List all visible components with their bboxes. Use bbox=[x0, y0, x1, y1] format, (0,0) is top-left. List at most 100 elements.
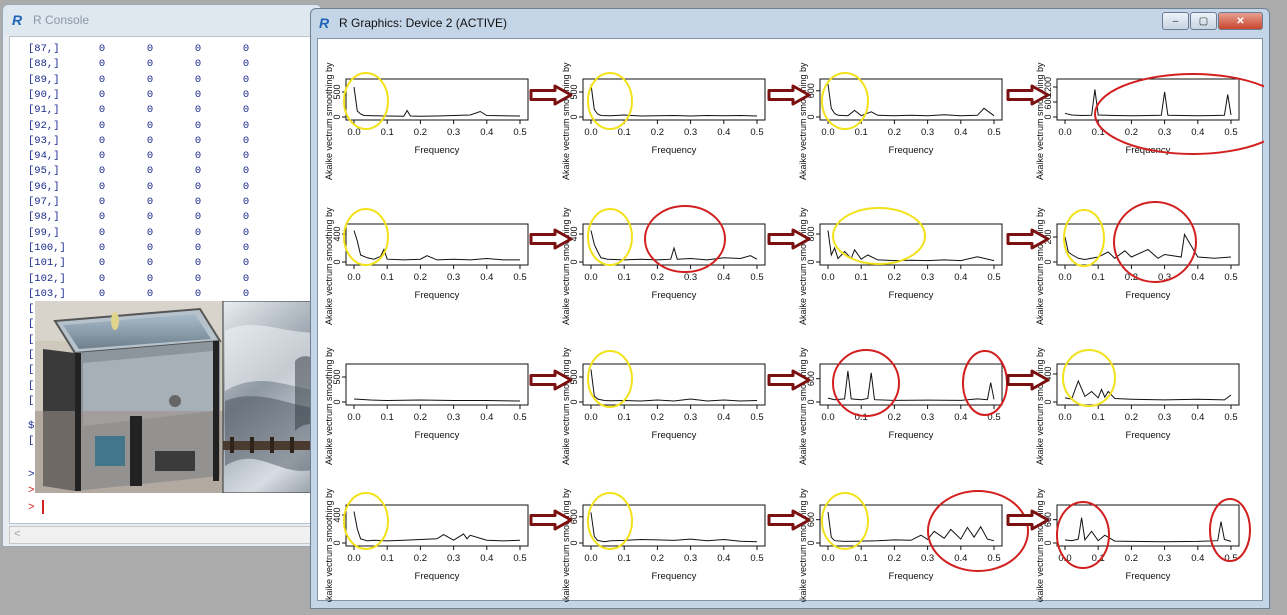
x-tick-label: 0.1 bbox=[1092, 272, 1105, 283]
y-axis-label: Akaike vectrum smoothing by bbox=[798, 62, 808, 180]
y-tick-label: 0 bbox=[569, 399, 579, 404]
x-tick-label: 0.2 bbox=[1125, 412, 1138, 423]
console-prompt: > bbox=[28, 502, 35, 514]
highlight-ellipse-yellow bbox=[587, 492, 633, 550]
cell-value: 0 bbox=[146, 119, 154, 132]
y-tick-label: 600 bbox=[569, 509, 579, 524]
x-axis-label: Frequency bbox=[889, 290, 934, 301]
highlight-ellipse-red bbox=[1056, 501, 1110, 569]
x-tick-label: 0.2 bbox=[651, 553, 664, 564]
y-tick-label: 800 bbox=[806, 226, 816, 241]
row-index: [94,] bbox=[28, 150, 60, 163]
y-tick-label: 0 bbox=[1043, 114, 1053, 119]
x-tick-label: 0.3 bbox=[447, 553, 460, 564]
cell-value: 0 bbox=[98, 226, 106, 239]
x-tick-label: 0.3 bbox=[921, 553, 934, 564]
highlight-ellipse-yellow bbox=[587, 350, 633, 408]
window-controls: ‒ ▢ ✕ bbox=[1162, 12, 1263, 30]
row-index: [92,] bbox=[28, 119, 60, 132]
arrow-icon bbox=[1006, 228, 1050, 250]
x-tick-label: 0.0 bbox=[584, 412, 597, 423]
scroll-left-icon[interactable]: < bbox=[14, 528, 21, 540]
console-row: [96,] 0 0 0 0 bbox=[28, 181, 270, 196]
cell-value: 0 bbox=[242, 73, 250, 86]
text-cursor bbox=[42, 500, 44, 514]
y-axis-label: Akaike vectrum smoothing by bbox=[798, 347, 808, 465]
x-tick-label: 0.4 bbox=[1191, 272, 1204, 283]
x-tick-label: 0.3 bbox=[684, 127, 697, 138]
x-tick-label: 0.1 bbox=[381, 412, 394, 423]
cell-value: 0 bbox=[98, 119, 106, 132]
y-axis-label: Akaike vectrum smoothing by bbox=[561, 62, 571, 180]
x-tick-label: 0.5 bbox=[1224, 272, 1237, 283]
console-titlebar[interactable]: R R Console bbox=[3, 5, 321, 35]
cell-value: 0 bbox=[194, 134, 202, 147]
arrow-icon bbox=[767, 84, 811, 106]
cell-value: 0 bbox=[146, 73, 154, 86]
y-axis-label: Akaike vectrum smoothing by bbox=[1035, 488, 1045, 602]
plot-frame bbox=[819, 363, 1003, 406]
x-axis-label: Frequency bbox=[1126, 430, 1171, 441]
cell-value: 0 bbox=[146, 43, 154, 55]
x-tick-label: 0.5 bbox=[987, 553, 1000, 564]
close-button[interactable]: ✕ bbox=[1218, 12, 1263, 30]
x-tick-label: 0.4 bbox=[1191, 553, 1204, 564]
cell-value: 0 bbox=[194, 196, 202, 208]
x-axis-label: Frequency bbox=[415, 145, 460, 156]
x-tick-label: 0.4 bbox=[480, 553, 493, 564]
x-axis-label: Frequency bbox=[652, 145, 697, 156]
x-tick-label: 0.0 bbox=[821, 412, 834, 423]
console-prompt: > bbox=[28, 485, 35, 497]
row-index: [103,] bbox=[28, 287, 66, 300]
cell-value: 0 bbox=[98, 150, 106, 163]
y-tick-label: 0 bbox=[332, 540, 342, 545]
x-tick-label: 0.2 bbox=[414, 272, 427, 283]
cell-value: 0 bbox=[242, 211, 250, 224]
x-tick-label: 0.5 bbox=[513, 127, 526, 138]
y-tick-label: 0 bbox=[1043, 399, 1053, 404]
y-tick-label: 400 bbox=[332, 226, 342, 241]
arrow-icon bbox=[529, 84, 573, 106]
console-row: [87,] 0 0 0 0 bbox=[28, 43, 270, 58]
y-axis-label: Akaike vectrum smoothing by bbox=[324, 62, 334, 180]
cell-value: 0 bbox=[146, 150, 154, 163]
x-tick-label: 0.2 bbox=[888, 127, 901, 138]
x-tick-label: 0.0 bbox=[584, 272, 597, 283]
x-axis-label: Frequency bbox=[652, 430, 697, 441]
r-graphics-window[interactable]: R R Graphics: Device 2 (ACTIVE) ‒ ▢ ✕ Ak… bbox=[310, 8, 1270, 609]
row-index: [89,] bbox=[28, 73, 60, 86]
y-tick-label: 0 bbox=[806, 540, 816, 545]
spectrum-line bbox=[1064, 233, 1232, 261]
maximize-button[interactable]: ▢ bbox=[1190, 12, 1217, 30]
x-axis-label: Frequency bbox=[889, 145, 934, 156]
graphics-titlebar[interactable]: R R Graphics: Device 2 (ACTIVE) bbox=[311, 9, 1269, 37]
plot-frame bbox=[1056, 78, 1240, 121]
y-axis-label: Akaike vectrum smoothing by bbox=[1035, 62, 1045, 180]
x-tick-label: 0.4 bbox=[480, 127, 493, 138]
minimize-button[interactable]: ‒ bbox=[1162, 12, 1189, 30]
cell-value: 0 bbox=[98, 257, 106, 270]
x-tick-label: 0.0 bbox=[1058, 412, 1071, 423]
y-tick-label: 0 bbox=[332, 259, 342, 264]
highlight-ellipse-red bbox=[927, 490, 1029, 572]
y-tick-label: 400 bbox=[1043, 366, 1053, 381]
x-tick-label: 0.1 bbox=[381, 553, 394, 564]
row-index: [101,] bbox=[28, 257, 66, 270]
x-tick-label: 0.4 bbox=[954, 553, 967, 564]
cell-value: 0 bbox=[194, 211, 202, 224]
x-axis-label: Frequency bbox=[1126, 290, 1171, 301]
console-row: [97,] 0 0 0 0 bbox=[28, 196, 270, 211]
y-tick-label: 600 bbox=[806, 371, 816, 386]
x-tick-label: 0.5 bbox=[750, 553, 763, 564]
cell-value: 0 bbox=[98, 180, 106, 193]
cell-value: 0 bbox=[146, 196, 154, 208]
x-tick-label: 0.4 bbox=[954, 272, 967, 283]
x-tick-label: 0.3 bbox=[921, 412, 934, 423]
y-tick-label: 500 bbox=[332, 84, 342, 99]
arrow-icon bbox=[767, 369, 811, 391]
console-horizontal-scrollbar[interactable]: < bbox=[9, 526, 314, 544]
r-logo-icon: R bbox=[319, 15, 330, 31]
cell-value: 0 bbox=[146, 241, 154, 254]
y-axis-label: Akaike vectrum smoothing by bbox=[798, 488, 808, 602]
cell-value: 0 bbox=[98, 58, 106, 71]
